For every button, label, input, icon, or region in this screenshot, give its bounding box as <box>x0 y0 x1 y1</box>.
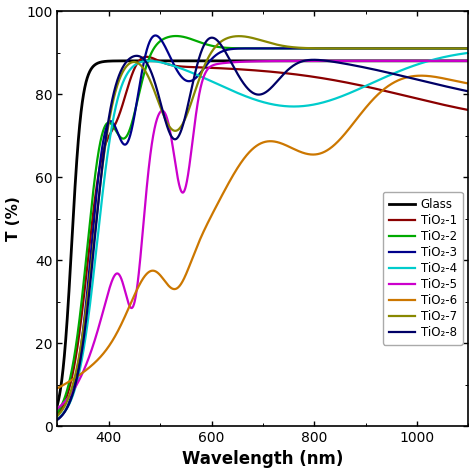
Glass <box>413 58 419 64</box>
Glass <box>230 58 236 64</box>
TiO₂-6 <box>126 305 131 311</box>
Line: TiO₂-4: TiO₂-4 <box>57 53 468 419</box>
TiO₂-5 <box>413 58 419 64</box>
TiO₂-6 <box>230 173 236 179</box>
TiO₂-7 <box>101 150 107 156</box>
TiO₂-3 <box>413 46 419 51</box>
TiO₂-8 <box>209 35 215 40</box>
TiO₂-6 <box>413 73 419 79</box>
TiO₂-6 <box>212 206 218 211</box>
Legend: Glass, TiO₂-1, TiO₂-2, TiO₂-3, TiO₂-4, TiO₂-5, TiO₂-6, TiO₂-7, TiO₂-8: Glass, TiO₂-1, TiO₂-2, TiO₂-3, TiO₂-4, T… <box>383 192 463 345</box>
TiO₂-8 <box>230 63 236 68</box>
TiO₂-8 <box>212 36 218 42</box>
TiO₂-5 <box>465 58 471 64</box>
TiO₂-8 <box>55 417 60 422</box>
TiO₂-1 <box>465 107 471 113</box>
TiO₂-8 <box>413 76 419 82</box>
TiO₂-8 <box>101 147 107 153</box>
TiO₂-1 <box>126 82 131 87</box>
TiO₂-1 <box>230 66 236 72</box>
TiO₂-2 <box>458 46 464 51</box>
TiO₂-1 <box>413 96 419 101</box>
TiO₂-6 <box>101 350 107 356</box>
TiO₂-8 <box>458 87 464 92</box>
Glass <box>458 58 464 64</box>
TiO₂-7 <box>212 45 218 50</box>
TiO₂-1 <box>144 54 150 60</box>
Glass <box>101 59 107 64</box>
TiO₂-3 <box>230 46 236 52</box>
TiO₂-6 <box>55 385 60 391</box>
TiO₂-8 <box>465 89 471 94</box>
TiO₂-6 <box>418 73 424 79</box>
TiO₂-7 <box>236 33 242 39</box>
TiO₂-2 <box>173 33 179 39</box>
TiO₂-1 <box>212 65 218 71</box>
TiO₂-2 <box>413 46 419 51</box>
TiO₂-3 <box>465 46 471 51</box>
Line: TiO₂-7: TiO₂-7 <box>57 36 468 416</box>
TiO₂-7 <box>465 46 471 51</box>
TiO₂-3 <box>212 53 218 59</box>
TiO₂-2 <box>230 46 236 51</box>
Glass <box>55 402 60 408</box>
Glass <box>465 58 471 64</box>
Line: TiO₂-3: TiO₂-3 <box>57 36 468 420</box>
TiO₂-5 <box>101 304 107 310</box>
TiO₂-2 <box>101 125 107 131</box>
TiO₂-4 <box>465 50 471 56</box>
X-axis label: Wavelength (nm): Wavelength (nm) <box>182 450 344 468</box>
Line: TiO₂-5: TiO₂-5 <box>57 61 468 409</box>
TiO₂-7 <box>126 61 131 67</box>
TiO₂-1 <box>101 145 107 151</box>
TiO₂-4 <box>212 80 218 86</box>
TiO₂-5 <box>457 58 463 64</box>
TiO₂-7 <box>55 413 60 419</box>
TiO₂-1 <box>55 412 60 418</box>
TiO₂-3 <box>55 417 60 423</box>
TiO₂-3 <box>126 137 131 143</box>
TiO₂-7 <box>230 34 236 39</box>
TiO₂-3 <box>153 33 158 38</box>
TiO₂-5 <box>55 406 60 411</box>
TiO₂-7 <box>413 46 419 51</box>
TiO₂-5 <box>126 301 131 307</box>
TiO₂-2 <box>55 410 60 415</box>
Line: TiO₂-2: TiO₂-2 <box>57 36 468 412</box>
TiO₂-4 <box>457 51 463 57</box>
TiO₂-5 <box>230 59 236 65</box>
TiO₂-7 <box>458 46 464 51</box>
Y-axis label: T (%): T (%) <box>6 196 20 241</box>
Line: Glass: Glass <box>57 61 468 405</box>
TiO₂-2 <box>126 129 131 135</box>
TiO₂-1 <box>458 106 464 111</box>
TiO₂-4 <box>413 62 419 68</box>
Glass <box>212 58 218 64</box>
TiO₂-2 <box>212 44 218 49</box>
Line: TiO₂-8: TiO₂-8 <box>57 37 468 419</box>
TiO₂-3 <box>101 133 107 139</box>
TiO₂-5 <box>212 62 218 67</box>
TiO₂-6 <box>465 81 471 86</box>
TiO₂-8 <box>126 56 131 62</box>
Line: TiO₂-6: TiO₂-6 <box>57 76 468 388</box>
TiO₂-4 <box>126 69 131 74</box>
Line: TiO₂-1: TiO₂-1 <box>57 57 468 415</box>
TiO₂-3 <box>458 46 464 51</box>
TiO₂-4 <box>101 177 107 182</box>
TiO₂-6 <box>458 79 464 85</box>
TiO₂-4 <box>55 416 60 422</box>
Glass <box>126 58 131 64</box>
TiO₂-2 <box>465 46 471 51</box>
Glass <box>258 58 264 64</box>
TiO₂-4 <box>230 88 236 94</box>
